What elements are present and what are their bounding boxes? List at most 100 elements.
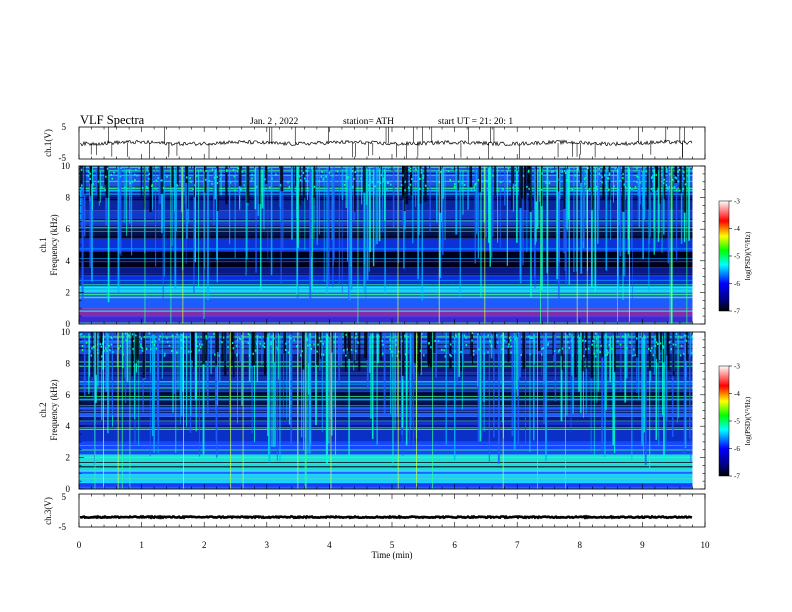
spectrogram-spike xyxy=(100,170,101,203)
spectrogram-line xyxy=(79,478,693,480)
spectrogram-spike xyxy=(638,169,640,229)
spectrogram-gap xyxy=(186,166,189,209)
ch1-spectrogram-ytick-labels: 0 2 4 6 8 10 xyxy=(61,161,71,329)
spectrogram-spike xyxy=(376,333,378,445)
spectrogram-spike xyxy=(535,169,537,242)
spectrogram-speckle xyxy=(259,342,261,345)
spectrogram-spike xyxy=(117,167,120,293)
spectrogram-line xyxy=(79,445,693,446)
time-tick-label: 5 xyxy=(390,540,395,550)
spectrogram-gap xyxy=(224,332,227,376)
spectrogram-speckle xyxy=(240,187,243,190)
spectrogram-speckle xyxy=(196,345,199,348)
spectrogram-speckle xyxy=(231,341,234,344)
spectrogram-spike xyxy=(268,332,271,463)
spectrogram-spike xyxy=(105,332,107,392)
spectrogram-spike xyxy=(582,336,584,418)
spectrogram-spike xyxy=(161,333,163,380)
spectrogram-speckle xyxy=(668,186,671,189)
spectrogram-spike xyxy=(329,332,332,419)
spectrogram-gap xyxy=(613,332,616,372)
spectrogram-spike xyxy=(119,166,121,254)
spectrogram-speckle xyxy=(463,183,466,186)
spectrogram-speckle xyxy=(150,348,152,351)
spectrogram-speckle xyxy=(682,187,685,190)
spectrogram-speckle xyxy=(162,187,165,190)
spectrogram-speckle xyxy=(318,337,321,340)
spectrogram-speckle xyxy=(668,341,671,344)
spectrogram-speckle xyxy=(118,189,120,192)
spectrogram-speckle xyxy=(624,186,627,189)
spectrogram-speckle xyxy=(105,347,107,350)
spectrogram-spike xyxy=(274,334,277,447)
spectrogram-impulse xyxy=(242,332,244,489)
spectrogram-spike xyxy=(479,336,482,442)
spectrogram-speckle xyxy=(558,348,561,351)
spectrogram-speckle xyxy=(236,170,239,173)
ch2-colorbar-gradient xyxy=(718,365,730,477)
spectrogram-speckle xyxy=(157,177,159,180)
spectrogram-line xyxy=(79,462,693,464)
spectrogram-spike xyxy=(632,166,633,301)
spectrogram-spike xyxy=(601,333,604,453)
spectrogram-line xyxy=(79,381,693,383)
spectrogram-speckle xyxy=(247,332,250,335)
spectrogram-speckle xyxy=(297,188,300,191)
spectrogram-speckle xyxy=(663,178,665,181)
spectrogram-gap xyxy=(205,332,208,361)
spectrogram-gap xyxy=(557,166,560,192)
spectrogram-speckle xyxy=(453,185,456,188)
spectrogram-line xyxy=(79,383,693,385)
spectrogram-speckle xyxy=(652,354,655,357)
spectrogram-impulse xyxy=(669,166,671,324)
spectrogram-gap xyxy=(185,166,188,183)
spectrogram-spike xyxy=(101,332,103,421)
spectrogram-spike xyxy=(307,334,309,454)
spectrogram-spike xyxy=(368,166,370,272)
spectrogram-speckle xyxy=(236,353,238,356)
spectrogram-line xyxy=(79,422,693,424)
spectrogram-speckle xyxy=(128,171,131,174)
spectrogram-gap xyxy=(603,166,605,199)
spectrogram-speckle xyxy=(606,177,609,180)
spectrogram-speckle xyxy=(148,332,150,335)
spectrogram-speckle xyxy=(239,189,242,192)
spectrogram-speckle xyxy=(93,346,95,349)
spectrogram-spike xyxy=(345,166,347,209)
spectrogram-speckle xyxy=(134,178,136,181)
spectrogram-spike xyxy=(129,168,131,224)
spectrogram-spike xyxy=(658,334,661,361)
spectrogram-spike xyxy=(267,169,269,260)
time-tick-label: 2 xyxy=(202,540,207,550)
spectrogram-speckle xyxy=(508,343,510,346)
spectrogram-spike xyxy=(563,166,565,254)
spectrogram-spike xyxy=(159,166,161,204)
spectrogram-spike xyxy=(492,168,494,238)
spectrogram-line xyxy=(79,484,693,486)
spectrogram-spike xyxy=(435,170,438,223)
spectrogram-speckle xyxy=(267,167,270,170)
spectrogram-speckle xyxy=(503,332,505,335)
spectrogram-speckle xyxy=(627,187,630,190)
spectrogram-speckle xyxy=(127,334,130,337)
spectrogram-spike xyxy=(622,169,625,276)
spectrogram-speckle xyxy=(273,337,275,340)
spectrogram-spike xyxy=(483,333,485,432)
spectrogram-gap xyxy=(648,332,651,357)
spectrogram-speckle xyxy=(313,343,315,346)
spectrogram-spike xyxy=(321,332,323,432)
spectrogram-speckle xyxy=(632,354,634,357)
spectrogram-spike xyxy=(585,169,587,229)
spectrogram-speckle xyxy=(371,181,374,184)
spectrogram-speckle xyxy=(141,349,144,352)
time-tick-label: 1 xyxy=(139,540,144,550)
spectrogram-spike xyxy=(348,335,350,460)
spectrogram-speckle xyxy=(101,355,103,358)
spectrogram-speckle xyxy=(545,181,547,184)
spectrogram-speckle xyxy=(450,354,452,357)
spectrogram-speckle xyxy=(601,181,603,184)
spectrogram-spike xyxy=(493,334,495,438)
spectrogram-gap xyxy=(621,166,625,212)
spectrogram-speckle xyxy=(233,175,236,178)
spectrogram-spike xyxy=(476,169,478,235)
